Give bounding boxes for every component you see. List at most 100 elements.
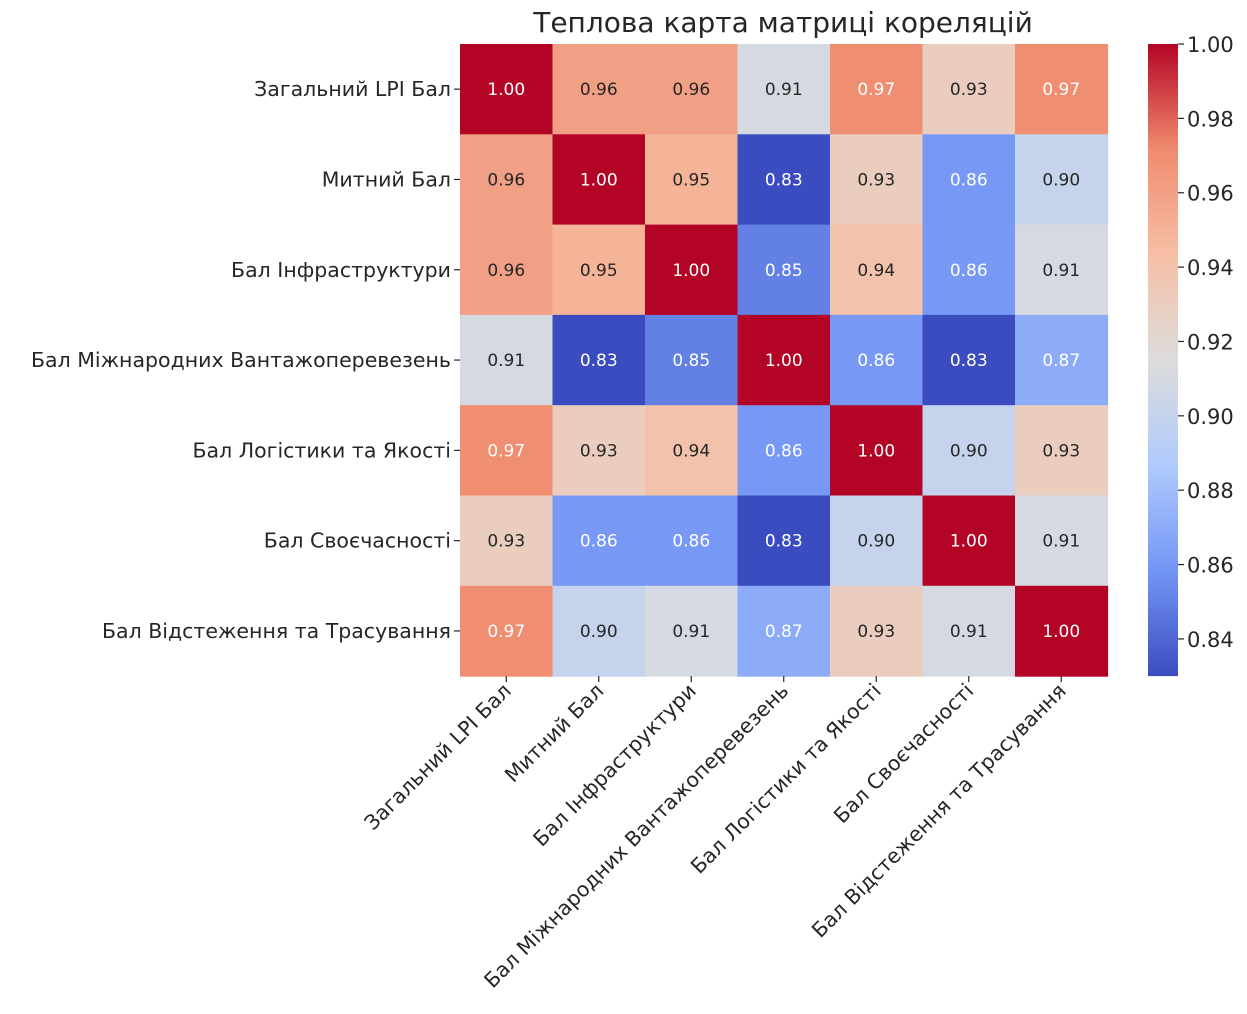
cell-value-label: 0.96 — [487, 170, 525, 190]
heatmap-cell — [737, 585, 831, 677]
colorbar-tick-label: 0.92 — [1187, 330, 1234, 354]
heatmap-cell — [830, 585, 924, 677]
colorbar-gradient — [1148, 44, 1178, 677]
cell-value-label: 0.93 — [1042, 441, 1080, 461]
cell-value-label: 1.00 — [580, 170, 618, 190]
heatmap-cell — [645, 314, 739, 406]
cell-value-label: 0.97 — [487, 441, 525, 461]
heatmap-cell — [460, 224, 554, 316]
cell-value-label: 0.86 — [950, 261, 988, 281]
cell-value-label: 1.00 — [950, 532, 988, 552]
heatmap-cell — [737, 405, 831, 497]
cell-value-label: 0.90 — [1042, 170, 1080, 190]
heatmap-cell — [922, 585, 1016, 677]
heatmap-cell — [552, 585, 646, 677]
x-tick-label: Бал Логістики та Якості — [686, 679, 886, 879]
cell-value-label: 0.91 — [1042, 261, 1080, 281]
heatmap-cell — [645, 134, 739, 226]
y-tick-label: Бал Своєчасності — [264, 529, 451, 553]
heatmap-cell — [1015, 134, 1109, 226]
heatmap-cell — [830, 495, 924, 587]
colorbar-tick-label: 0.94 — [1187, 256, 1234, 280]
heatmap-cell — [737, 44, 831, 135]
cell-value-label: 0.86 — [950, 170, 988, 190]
cell-value-label: 0.95 — [672, 170, 710, 190]
cell-value-label: 0.94 — [672, 441, 710, 461]
heatmap-cell — [645, 224, 739, 316]
row-labels-layer: Загальний LPI Бал Митний Бал Бал Інфрастру… — [31, 77, 460, 643]
colorbar: 0.84 0.86 0.88 0.90 0.92 0.94 0.96 0.98 1.00 — [1148, 33, 1234, 677]
cell-value-label: 0.85 — [672, 351, 710, 371]
cell-value-label: 0.94 — [857, 261, 895, 281]
cell-value-label: 0.91 — [672, 622, 710, 642]
cell-value-label: 0.91 — [765, 80, 803, 100]
cell-value-label: 0.90 — [950, 441, 988, 461]
chart-title: Теплова карта матриці кореляцій — [532, 6, 1033, 39]
colorbar-tick-label: 0.86 — [1187, 554, 1234, 578]
heatmap-cell — [460, 134, 554, 226]
heatmap-cell — [552, 224, 646, 316]
cell-value-label: 0.95 — [580, 261, 618, 281]
cell-value-label: 1.00 — [765, 351, 803, 371]
cell-value-label: 0.83 — [765, 532, 803, 552]
heatmap-cell — [645, 495, 739, 587]
heatmap-cell — [1015, 314, 1109, 406]
heatmap-cell — [1015, 405, 1109, 497]
heatmap-cell — [830, 44, 924, 135]
cell-value-label: 0.96 — [487, 261, 525, 281]
y-tick-label: Бал Міжнародних Вантажоперевезень — [31, 348, 451, 372]
heatmap-cell — [922, 314, 1016, 406]
cell-value-label: 1.00 — [857, 441, 895, 461]
heatmap-cell — [460, 585, 554, 677]
heatmap-cell — [552, 44, 646, 135]
cell-value-label: 0.90 — [580, 622, 618, 642]
cell-value-label: 0.87 — [1042, 351, 1080, 371]
colorbar-tick-label: 0.88 — [1187, 479, 1234, 503]
heatmap-cell — [830, 314, 924, 406]
y-tick-label: Загальний LPI Бал — [254, 77, 451, 101]
heatmap-cell — [552, 314, 646, 406]
heatmap-cell — [922, 44, 1016, 135]
cell-value-label: 0.96 — [672, 80, 710, 100]
heatmap-cell — [552, 405, 646, 497]
cell-value-label: 0.93 — [857, 622, 895, 642]
heatmap-cell — [830, 134, 924, 226]
x-tick-label: Загальний LPI Бал — [360, 679, 516, 835]
cell-labels-layer: 1.00 0.96 0.96 0.91 0.97 0.93 0.97 0.96 1.00 0.95… — [487, 80, 1080, 642]
cell-value-label: 0.83 — [950, 351, 988, 371]
heatmap-cell — [737, 314, 831, 406]
cell-value-label: 0.90 — [857, 532, 895, 552]
cell-value-label: 1.00 — [487, 80, 525, 100]
cell-value-label: 0.91 — [950, 622, 988, 642]
heatmap-cell — [460, 314, 554, 406]
heatmap-cell — [922, 134, 1016, 226]
y-tick-label: Бал Відстеження та Трасування — [102, 619, 451, 643]
cell-value-label: 0.93 — [857, 170, 895, 190]
cell-value-label: 0.96 — [580, 80, 618, 100]
cell-value-label: 0.85 — [765, 261, 803, 281]
cell-value-label: 0.93 — [580, 441, 618, 461]
cell-value-label: 0.86 — [857, 351, 895, 371]
cell-value-label: 0.87 — [765, 622, 803, 642]
heatmap-cell — [922, 405, 1016, 497]
cell-value-label: 0.83 — [765, 170, 803, 190]
heatmap-cell — [460, 405, 554, 497]
cell-value-label: 0.93 — [487, 532, 525, 552]
heatmap-cell — [460, 495, 554, 587]
y-tick-label: Бал Логістики та Якості — [192, 438, 451, 462]
colorbar-tick-label: 1.00 — [1187, 33, 1234, 57]
heatmap-cell — [737, 495, 831, 587]
y-tick-label: Бал Інфраструктури — [231, 258, 451, 282]
heatmap-cell — [552, 495, 646, 587]
x-tick-label: Бал Інфраструктури — [528, 679, 701, 852]
y-tick-label: Митний Бал — [322, 167, 451, 191]
heatmap-cell — [737, 134, 831, 226]
cell-value-label: 0.97 — [487, 622, 525, 642]
heatmap-cell — [645, 405, 739, 497]
heatmap-cell — [1015, 44, 1109, 135]
heatmap-cell — [552, 134, 646, 226]
cell-value-label: 0.91 — [1042, 532, 1080, 552]
heatmap-cell — [1015, 224, 1109, 316]
